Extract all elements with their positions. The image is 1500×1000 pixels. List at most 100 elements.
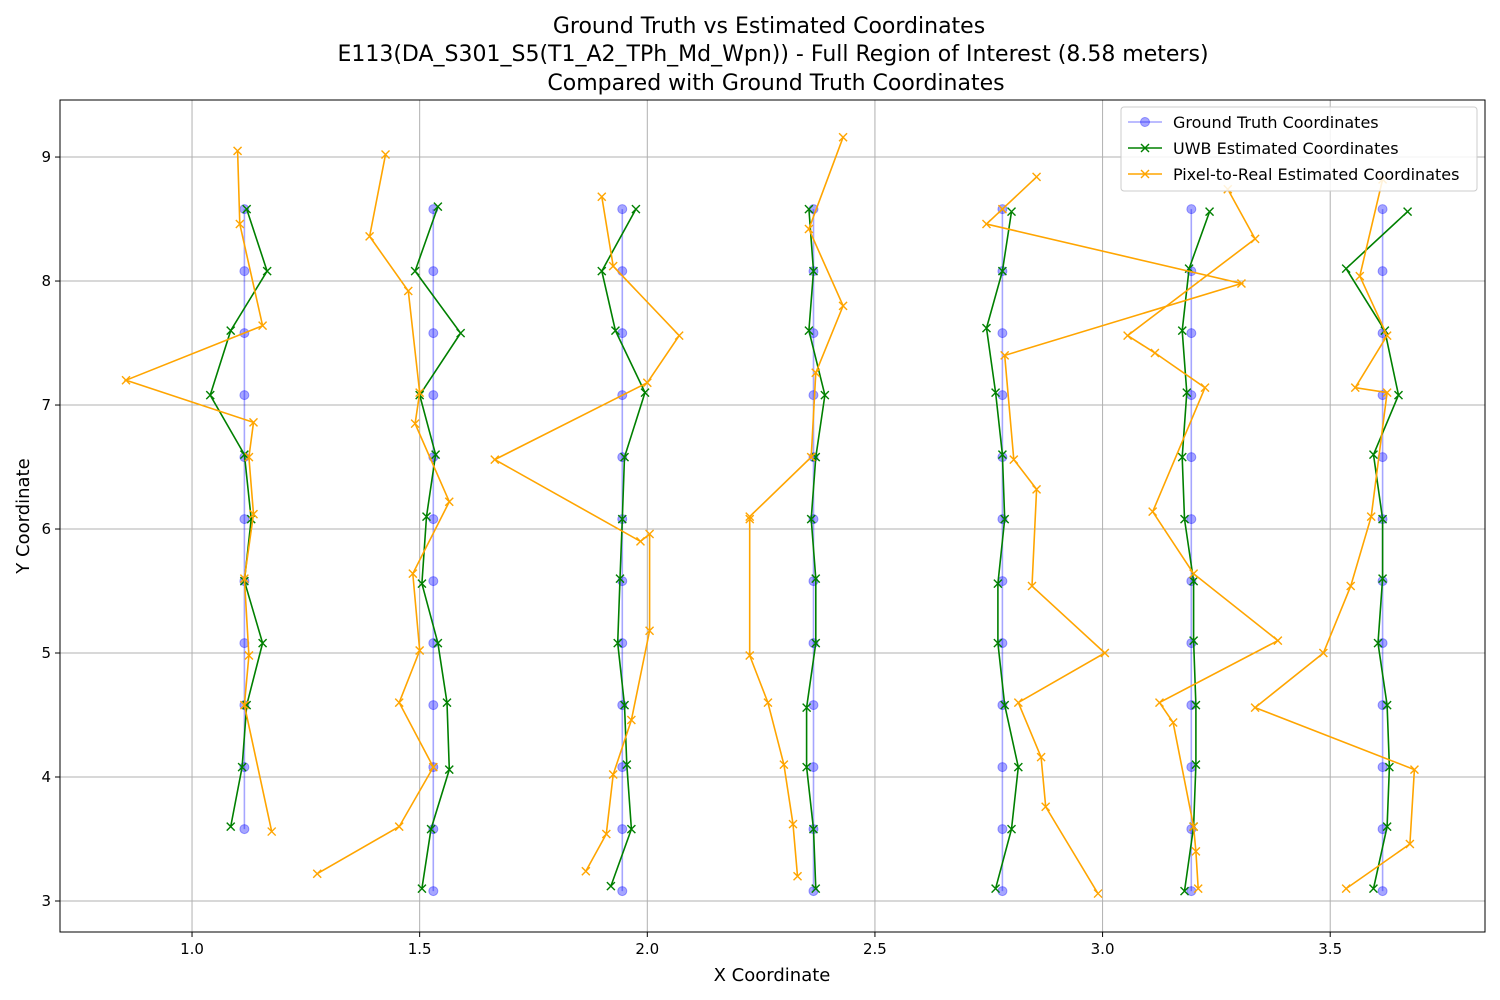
- ground_truth-point: [617, 266, 628, 277]
- pixel-point-stroke: [365, 231, 375, 241]
- pixel-point-stroke: [381, 150, 391, 160]
- pixel-point-stroke: [745, 650, 755, 660]
- uwb-line: [1181, 211, 1211, 892]
- legend-marker-ground_truth: [1140, 117, 1150, 127]
- uwb-point: [1378, 574, 1388, 584]
- uwb-point: [410, 266, 420, 276]
- uwb-point-stroke: [991, 884, 1001, 894]
- pixel-point: [581, 866, 591, 876]
- legend-box: [1120, 106, 1478, 192]
- uwb-point: [1177, 452, 1187, 462]
- pixel-point: [444, 497, 454, 507]
- pixel-point-stroke: [1318, 648, 1328, 658]
- pixel-point: [1200, 383, 1210, 393]
- pixel-point-stroke: [804, 224, 814, 234]
- pixel-point-stroke: [1382, 331, 1392, 341]
- pixel-point: [1100, 648, 1110, 658]
- ground_truth-point: [617, 204, 628, 215]
- pixel-line: [748, 136, 844, 877]
- ground_truth-point: [997, 328, 1008, 339]
- pixel-point-stroke: [1093, 889, 1103, 899]
- pixel-point-stroke: [1032, 172, 1042, 182]
- pixel-point-stroke: [1168, 717, 1178, 727]
- pixel-point: [1036, 752, 1046, 762]
- uwb-point-stroke: [1177, 452, 1187, 462]
- uwb-point: [1007, 207, 1017, 217]
- pixel-point: [793, 871, 803, 881]
- y-tick-label: 8: [41, 272, 51, 290]
- ground_truth-point: [1377, 638, 1388, 649]
- uwb-point: [1177, 326, 1187, 336]
- pixel-point: [1189, 822, 1199, 832]
- pixel-point: [490, 455, 500, 465]
- pixel-point-stroke: [581, 866, 591, 876]
- uwb-point: [804, 326, 814, 336]
- uwb-point: [626, 824, 636, 834]
- ground_truth-point: [808, 762, 819, 773]
- pixel-point-stroke: [645, 626, 655, 636]
- pixel-point: [1154, 698, 1164, 708]
- uwb-point: [433, 638, 443, 648]
- pixel-point: [244, 452, 254, 462]
- pixel-point-stroke: [248, 417, 258, 427]
- x-tick-label: 1.0: [180, 940, 204, 958]
- pixel-point: [838, 301, 848, 311]
- uwb-point: [421, 512, 431, 522]
- uwb-point-stroke: [442, 698, 452, 708]
- pixel-point: [410, 419, 420, 429]
- chart-title-line-1: Ground Truth vs Estimated Coordinates: [553, 14, 985, 39]
- pixel-point-stroke: [1236, 279, 1246, 289]
- uwb-point-stroke: [242, 700, 252, 710]
- pixel-point: [239, 574, 249, 584]
- pixel-point: [1405, 839, 1415, 849]
- uwb-point-stroke: [1189, 636, 1199, 646]
- pixel-point-stroke: [444, 497, 454, 507]
- pixel-point-stroke: [1405, 839, 1415, 849]
- uwb-point-stroke: [226, 822, 236, 832]
- uwb-point: [1191, 760, 1201, 770]
- pixel-point: [779, 760, 789, 770]
- uwb-point-stroke: [615, 574, 625, 584]
- pixel-point: [1346, 581, 1356, 591]
- axis-ticks: 1.0 1.5 2.0 2.5 3.0 3.5 3 4 5 6 7 8 9: [41, 148, 1342, 958]
- uwb-point-stroke: [1191, 700, 1201, 710]
- pixel-point-stroke: [642, 378, 652, 388]
- pixel-point-stroke: [1350, 383, 1360, 393]
- ground_truth-point: [1377, 700, 1388, 711]
- legend-label-pixel: Pixel-to-Real Estimated Coordinates: [1173, 165, 1459, 184]
- uwb-point: [802, 703, 812, 713]
- x-tick-label: 1.5: [408, 940, 432, 958]
- chart-title-line-3: Compared with Ground Truth Coordinates: [547, 71, 1004, 96]
- uwb-point-stroke: [258, 638, 268, 648]
- pixel-point: [1032, 484, 1042, 494]
- pixel-point-stroke: [394, 698, 404, 708]
- y-tick-label: 3: [41, 892, 51, 910]
- uwb-point: [806, 514, 816, 524]
- pixel-point: [1032, 172, 1042, 182]
- uwb-point-stroke: [1191, 760, 1201, 770]
- pixel-point-stroke: [410, 419, 420, 429]
- pixel-point-stroke: [394, 822, 404, 832]
- pixel-point: [1041, 802, 1051, 812]
- pixel-point: [244, 650, 254, 660]
- pixel-point-stroke: [403, 286, 413, 296]
- pixel-point: [1341, 884, 1351, 894]
- pixel-point: [1123, 331, 1133, 341]
- ground_truth-point: [239, 390, 250, 401]
- uwb-point: [617, 514, 627, 524]
- uwb-point-stroke: [1378, 574, 1388, 584]
- uwb-point-stroke: [811, 884, 821, 894]
- uwb-point-stroke: [631, 204, 641, 214]
- pixel-point: [674, 331, 684, 341]
- uwb-point: [1189, 636, 1199, 646]
- uwb-point: [1007, 824, 1017, 834]
- uwb-point-stroke: [226, 326, 236, 336]
- uwb-point: [620, 700, 630, 710]
- pixel-point-stroke: [1250, 703, 1260, 713]
- uwb-point-stroke: [997, 266, 1007, 276]
- uwb-point-stroke: [620, 452, 630, 462]
- pixel-point-stroke: [1000, 350, 1010, 360]
- legend-marker-uwb-stroke: [1140, 143, 1150, 153]
- pixel-point: [1191, 846, 1201, 856]
